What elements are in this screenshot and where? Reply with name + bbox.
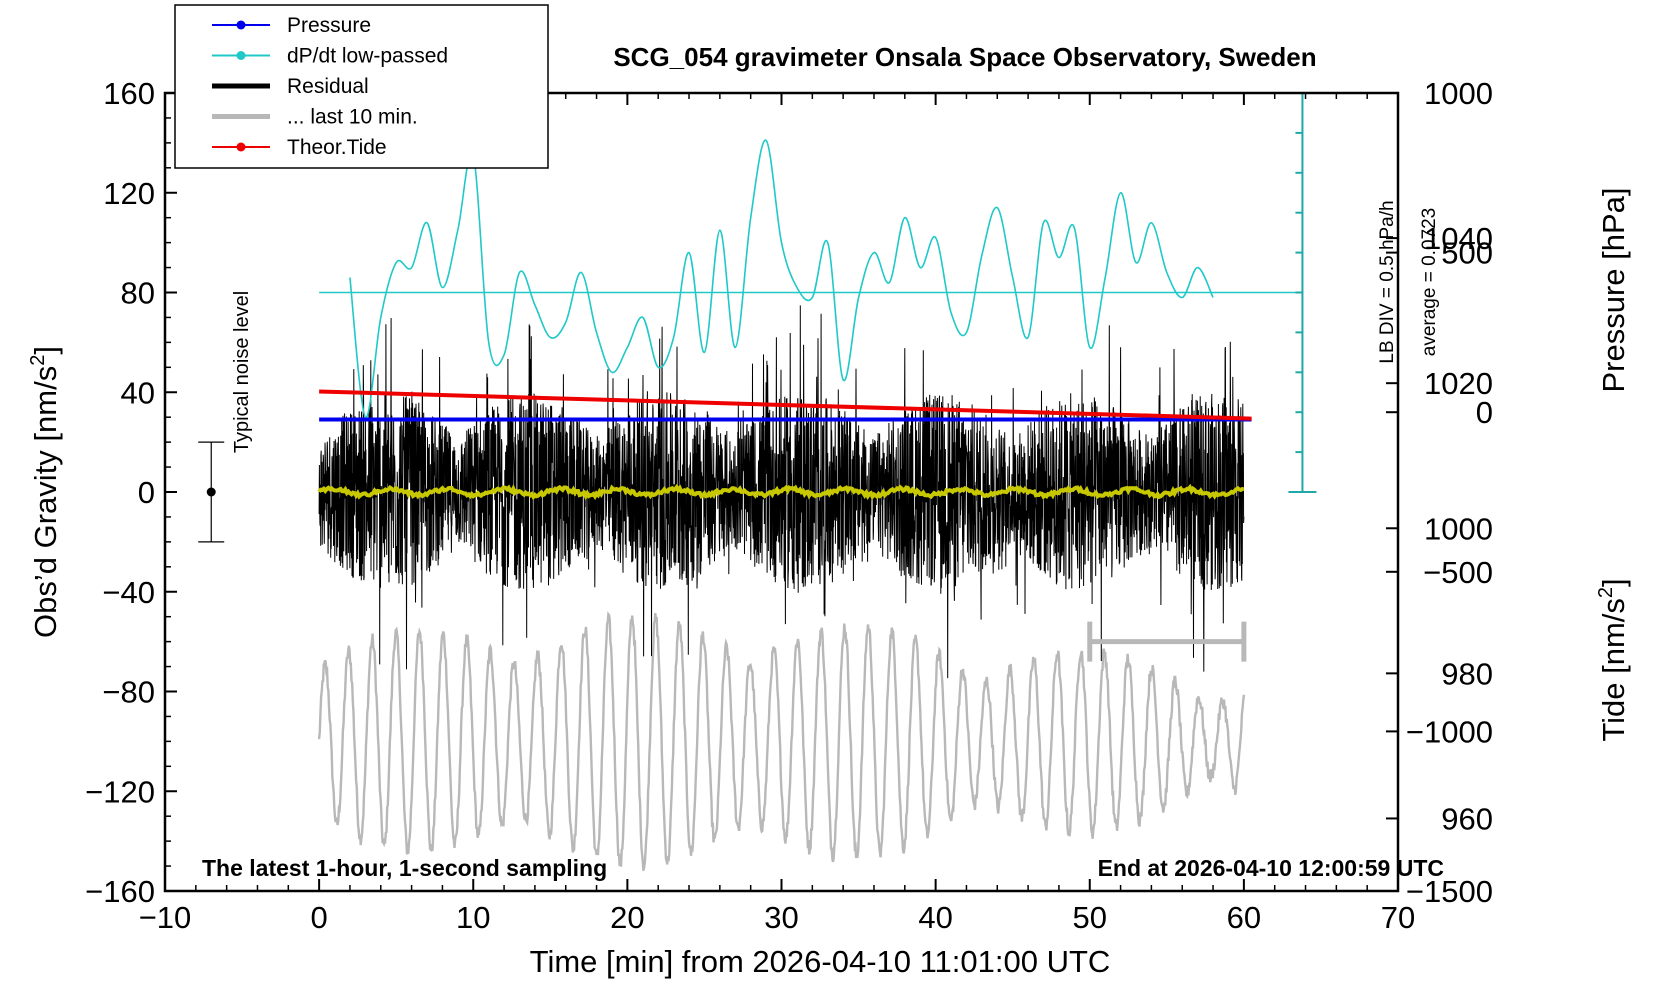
gravity-tick-label: −120: [85, 774, 155, 809]
legend-label: Theor.Tide: [287, 136, 387, 159]
gravity-tick-label: −40: [102, 575, 155, 610]
x-tick-label: 60: [1227, 900, 1261, 935]
legend-items: Pressure dP/dt low-passed Residual ... last…: [212, 14, 448, 159]
gravity-tick-label: 40: [121, 375, 155, 410]
x-tick-label: 20: [610, 900, 644, 935]
tide-tick-label: −500: [1423, 555, 1493, 590]
x-tick-label: −10: [139, 900, 192, 935]
y-axis-label-tide-main: Tide [nm/s: [1596, 598, 1631, 742]
bottom-left-note: The latest 1-hour, 1-second sampling: [202, 855, 607, 881]
series-dpdt: [349, 139, 1214, 419]
y-axis-label-gravity: Obs’d Gravity [nm/s2]: [27, 346, 63, 638]
pressure-tick-label: 960: [1441, 801, 1493, 836]
series-residual-low-passed: [317, 483, 1245, 501]
series-residual: [318, 305, 1245, 679]
bottom-right-note: End at 2026-04-10 12:00:59 UTC: [1098, 855, 1444, 881]
x-tick-label: 50: [1073, 900, 1107, 935]
x-tick-label: 70: [1381, 900, 1415, 935]
series-layer: [198, 92, 1317, 871]
gravity-tick-label: 160: [103, 76, 155, 111]
pressure-tick-label: 1020: [1424, 366, 1493, 401]
noise-bar-center: [206, 487, 216, 497]
series-theor-tide: [319, 389, 1252, 421]
gravity-tick-label: 120: [103, 176, 155, 211]
y-axis-label-tide: Tide [nm/s2]: [1595, 578, 1631, 741]
y-axis-label-gravity-main: Obs’d Gravity [nm/s: [28, 366, 63, 638]
y-axis-label-pressure: Pressure [hPa]: [1596, 187, 1631, 392]
axes-layer: −10 0 10 20 30 40 50 60 7016012080400−40−80−120−…: [85, 76, 1493, 935]
legend-marker: [236, 142, 246, 152]
tide-tick-label: −1500: [1406, 874, 1493, 909]
gravity-tick-label: −160: [85, 874, 155, 909]
legend-label: ... last 10 min.: [287, 106, 418, 129]
legend-label: dP/dt low-passed: [287, 45, 448, 68]
tide-tick-label: 0: [1476, 395, 1493, 430]
legend-marker: [236, 51, 246, 60]
tide-tick-label: −1000: [1406, 714, 1493, 749]
tide-tick-label: 1000: [1424, 76, 1493, 111]
pressure-tick-label: 1040: [1424, 221, 1493, 256]
series-last-10-min: [317, 611, 1246, 871]
pressure-tick-label: 980: [1441, 656, 1493, 691]
x-tick-label: 40: [918, 900, 952, 935]
chart-title: SCG_054 gravimeter Onsala Space Observat…: [613, 42, 1316, 72]
x-tick-label: 30: [764, 900, 798, 935]
tide-tick-label: 500: [1441, 236, 1493, 271]
gravity-tick-label: −80: [102, 675, 155, 710]
gravity-tick-label: 80: [121, 276, 155, 311]
gravity-tick-label: 0: [138, 475, 155, 510]
pressure-tick-label: 1000: [1424, 511, 1493, 546]
legend-label: Pressure: [287, 14, 371, 37]
x-axis-label: Time [min] from 2026-04-10 11:01:00 UTC: [530, 944, 1111, 979]
legend-marker: [236, 20, 246, 30]
legend-label: Residual: [287, 75, 369, 98]
lb-div-label: LB DIV = 0.5 hPa/h: [1377, 200, 1398, 363]
x-tick-label: 0: [311, 900, 328, 935]
noise-label: Typical noise level: [231, 291, 253, 453]
y-axis-label-tide-end: ]: [1596, 578, 1631, 587]
x-tick-label: 10: [456, 900, 490, 935]
y-axis-label-gravity-end: ]: [28, 346, 63, 355]
average-label: average = 0.0723: [1419, 208, 1440, 356]
y-axis-label-gravity-sup: 2: [27, 355, 49, 366]
y-axis-label-tide-sup: 2: [1595, 587, 1617, 598]
legend: Pressure dP/dt low-passed Residual ... last…: [174, 4, 549, 169]
